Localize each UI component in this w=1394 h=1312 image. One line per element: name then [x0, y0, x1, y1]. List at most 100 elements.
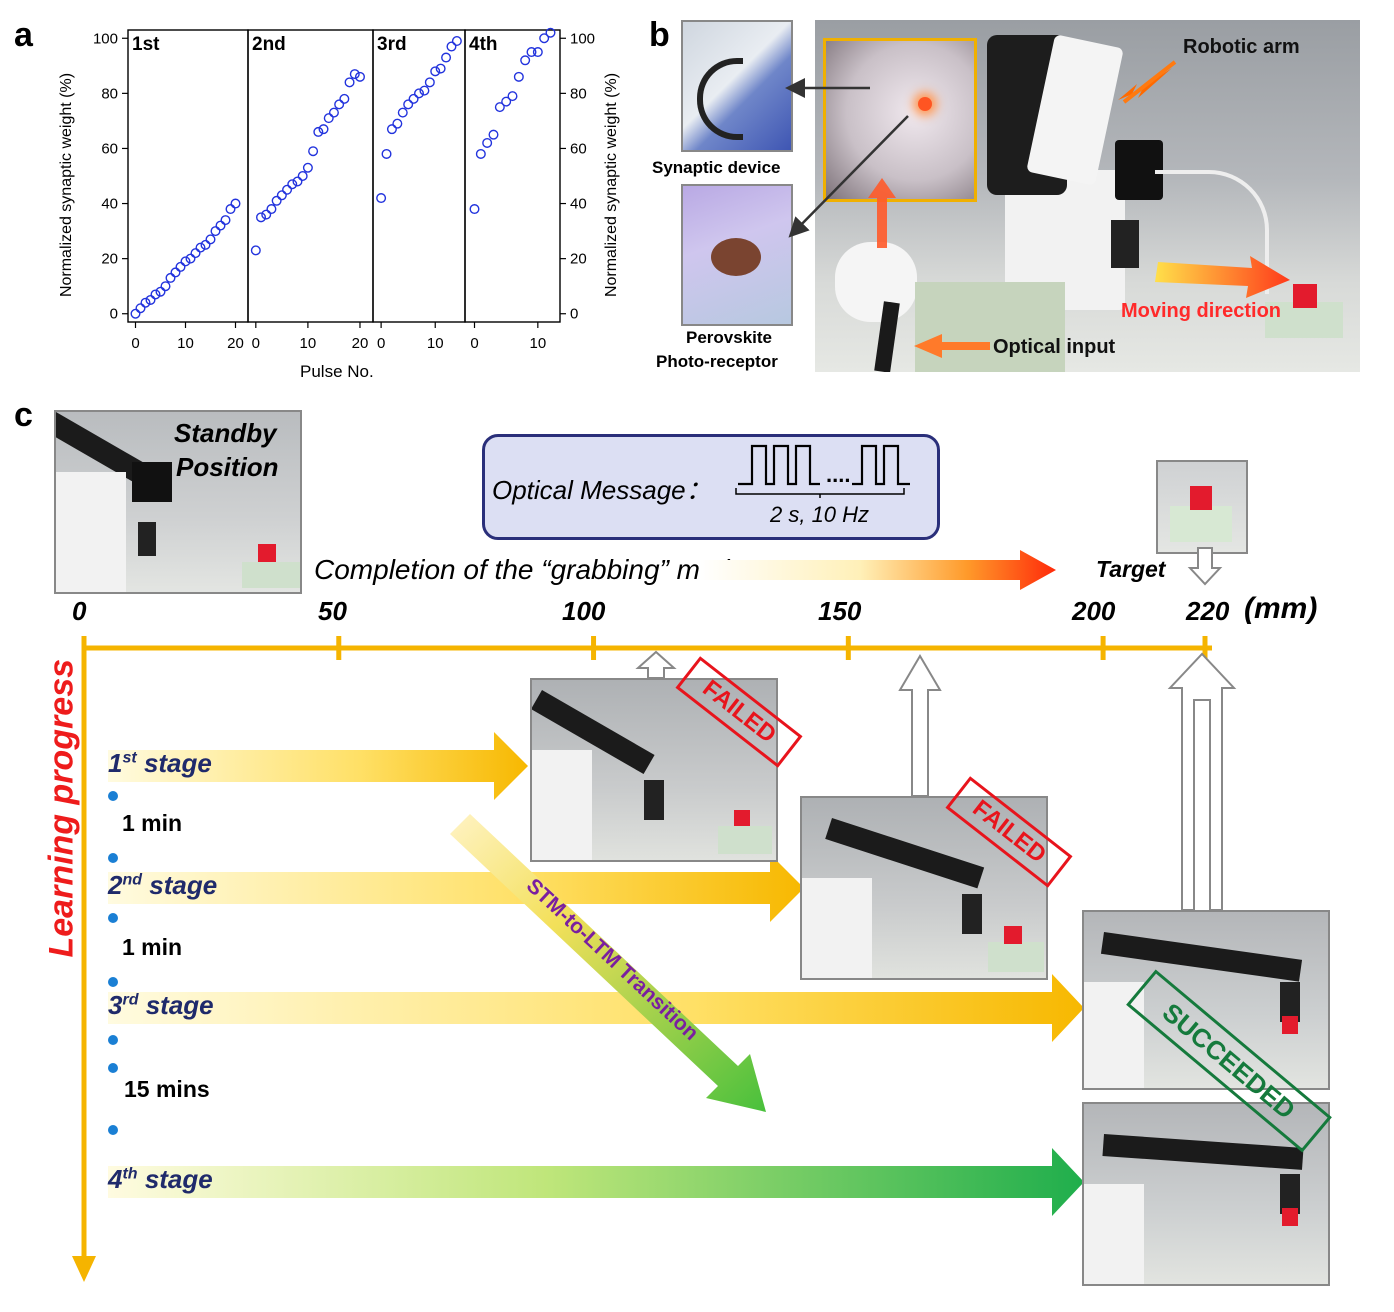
- data-point-4th: [494, 102, 505, 113]
- data-point-2nd: [266, 204, 277, 215]
- subplot-title-4th: 4th: [469, 34, 498, 55]
- stage3-up-arrow: [1167, 652, 1237, 911]
- data-point-4th: [469, 204, 480, 215]
- y-tick-label-left: 40: [101, 196, 118, 213]
- x-tick-label: 10: [177, 335, 194, 352]
- subplot-frame-4th: [464, 29, 561, 323]
- standby-label-line2: Position: [176, 452, 279, 482]
- x-tick-label: 0: [131, 335, 139, 352]
- data-point-4th: [482, 137, 493, 148]
- data-point-3rd: [430, 66, 441, 77]
- perovskite-label-line2: Photo-receptor: [656, 352, 778, 371]
- target-photo: [1156, 460, 1248, 554]
- y-tick-label-left: 20: [101, 251, 118, 268]
- standby-target-cube: [258, 544, 276, 562]
- stage2-num: 2: [108, 870, 123, 900]
- x-tick-label: 0: [252, 335, 260, 352]
- stage4-sup: th: [122, 1165, 138, 1183]
- stage4-word: stage: [144, 1164, 213, 1194]
- panel-a-xlabel: Pulse No.: [300, 362, 374, 381]
- data-point-4th: [475, 148, 486, 159]
- y-tick-label-left: 100: [93, 30, 118, 47]
- target-photo-pad: [1170, 506, 1232, 542]
- standby-robot-body: [56, 472, 126, 592]
- stage3-sup: rd: [122, 991, 139, 1009]
- x-tick-label: 10: [300, 335, 317, 352]
- x-tick-label: 20: [352, 335, 369, 352]
- standby-label-line1: Standby: [174, 418, 277, 448]
- data-point-3rd: [408, 93, 419, 104]
- robotic-arm-pointer-shaft: [1122, 60, 1177, 104]
- standby-photo: [54, 410, 302, 594]
- stage2-label: 2nd stage: [108, 870, 217, 901]
- subplot-title-2nd: 2nd: [252, 34, 286, 55]
- stage2-target-cube: [1004, 926, 1022, 944]
- data-point-2nd: [256, 212, 267, 223]
- stage2-photo: [800, 796, 1048, 980]
- stage1-robot-body: [532, 750, 592, 860]
- data-point-4th: [526, 47, 537, 58]
- data-point-3rd: [403, 99, 414, 110]
- y-tick-label-right: 0: [570, 306, 578, 323]
- progress-dot: [108, 853, 118, 863]
- data-point-1st: [140, 297, 151, 308]
- cable: [1155, 170, 1269, 294]
- data-point-3rd: [381, 148, 392, 159]
- tick-label-220: 220: [1186, 596, 1230, 626]
- stage2-sup: nd: [122, 871, 143, 889]
- tick-label-150: 150: [818, 596, 862, 626]
- data-point-1st: [170, 267, 181, 278]
- completion-text: Completion of the “grabbing” motion: [314, 554, 761, 585]
- progress-dot: [108, 1035, 118, 1045]
- optical-signal-arrow: [868, 178, 896, 248]
- interval-3: 15 mins: [124, 1076, 210, 1102]
- y-tick-label-right: 20: [570, 251, 587, 268]
- stage4-arrow: [108, 1148, 1084, 1216]
- stage4-gripper: [1280, 1174, 1300, 1214]
- data-point-2nd: [302, 162, 313, 173]
- y-tick-label-left: 80: [101, 85, 118, 102]
- standby-target-pad: [242, 562, 300, 588]
- stage4-arm: [1102, 1134, 1304, 1170]
- standby-motor: [132, 462, 172, 502]
- stage3-gripper: [1280, 982, 1300, 1022]
- data-point-4th: [513, 71, 524, 82]
- stage1-word: stage: [143, 748, 212, 778]
- data-point-4th: [520, 55, 531, 66]
- stage1-up-arrow: [635, 650, 677, 679]
- y-tick-label-right: 40: [570, 196, 587, 213]
- stage2-target-pad: [988, 942, 1044, 972]
- stage1-sup: st: [122, 749, 137, 767]
- learning-axis-arrowhead: [72, 1256, 96, 1282]
- stage4-robot-body: [1084, 1184, 1144, 1284]
- standby-gripper: [138, 522, 156, 556]
- stage2-gripper: [962, 894, 982, 934]
- data-point-2nd: [271, 195, 282, 206]
- stage2-arrow: [108, 854, 804, 922]
- data-point-2nd: [318, 124, 329, 135]
- stage3-arrow: [108, 974, 1084, 1042]
- completion-arrow: [700, 550, 1056, 590]
- moving-direction-label: Moving direction: [1121, 300, 1281, 322]
- stage3-robot-body: [1084, 982, 1144, 1088]
- stage4-held-cube: [1282, 1208, 1298, 1226]
- subplot-title-3rd: 3rd: [377, 34, 407, 55]
- robotic-arm-label: Robotic arm: [1183, 36, 1300, 58]
- unit-label: (mm): [1244, 592, 1318, 625]
- stage4-num: 4: [108, 1164, 123, 1194]
- data-point-2nd: [287, 179, 298, 190]
- robot-gripper: [1111, 220, 1139, 268]
- data-point-1st: [150, 289, 161, 300]
- synaptic-device-label: Synaptic device: [652, 158, 781, 177]
- x-tick-label: 10: [529, 335, 546, 352]
- progress-dot: [108, 791, 118, 801]
- data-point-1st: [195, 242, 206, 253]
- target-photo-cube: [1190, 486, 1212, 510]
- data-point-1st: [130, 308, 141, 319]
- data-point-1st: [225, 204, 236, 215]
- progress-dot: [108, 1063, 118, 1073]
- stage1-photo: [530, 678, 778, 862]
- data-point-1st: [190, 248, 201, 259]
